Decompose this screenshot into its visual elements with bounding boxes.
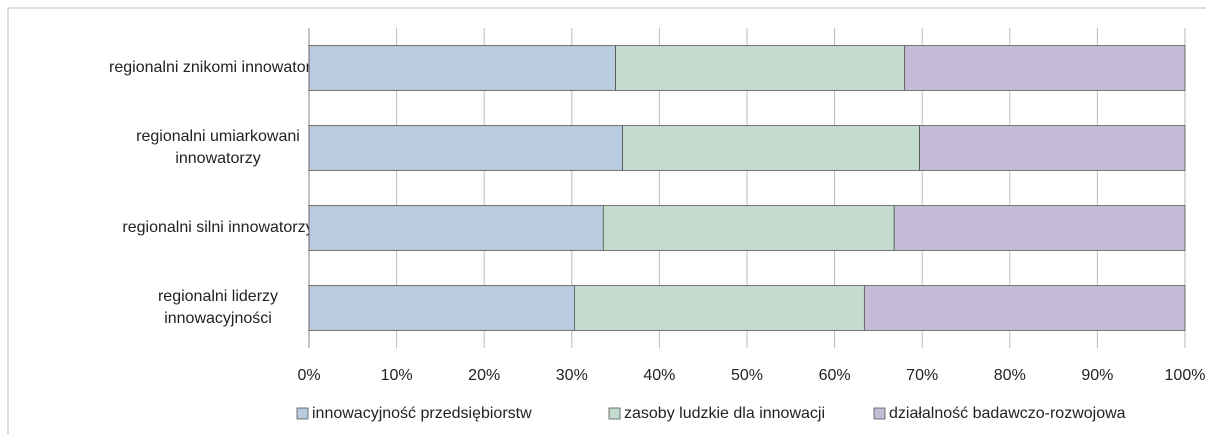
legend-swatch [608,407,621,420]
x-tick-label: 20% [468,367,500,384]
legend-swatch [296,407,309,420]
x-tick-label: 80% [994,367,1026,384]
y-tick-label: regionalni znikomi innowatorzy [109,59,327,76]
bar-segment [308,45,617,91]
x-tick-label: 60% [819,367,851,384]
y-tick-label: regionalni umiarkowani innowatorzy [136,128,300,167]
x-tick-label: 30% [556,367,588,384]
chart-border [7,7,1206,434]
bar-segment [863,285,1186,331]
y-tick-label: regionalni silni innowatorzy [122,219,313,236]
bar-segment [919,125,1186,171]
x-tick-label: 10% [381,367,413,384]
bar-segment [308,285,575,331]
bar-segment [574,285,865,331]
x-tick-label: 0% [297,367,320,384]
bar-segment [602,205,895,251]
bar-segment [622,125,920,171]
legend-label: zasoby ludzkie dla innowacji [624,405,825,422]
x-tick-label: 100% [1165,367,1206,384]
x-tick-label: 50% [731,367,763,384]
legend-label: działalność badawczo-rozwojowa [889,405,1126,422]
bar-segment [615,45,906,91]
x-tick-label: 70% [906,367,938,384]
y-tick-label: regionalni liderzy innowacyjności [158,288,278,327]
bar-segment [308,125,624,171]
x-tick-label: 90% [1081,367,1113,384]
legend-swatch [873,407,886,420]
bar-segment [308,205,604,251]
x-tick-label: 40% [643,367,675,384]
bar-segment [904,45,1186,91]
legend-label: innowacyjność przedsiębiorstw [312,405,532,422]
bar-segment [893,205,1186,251]
